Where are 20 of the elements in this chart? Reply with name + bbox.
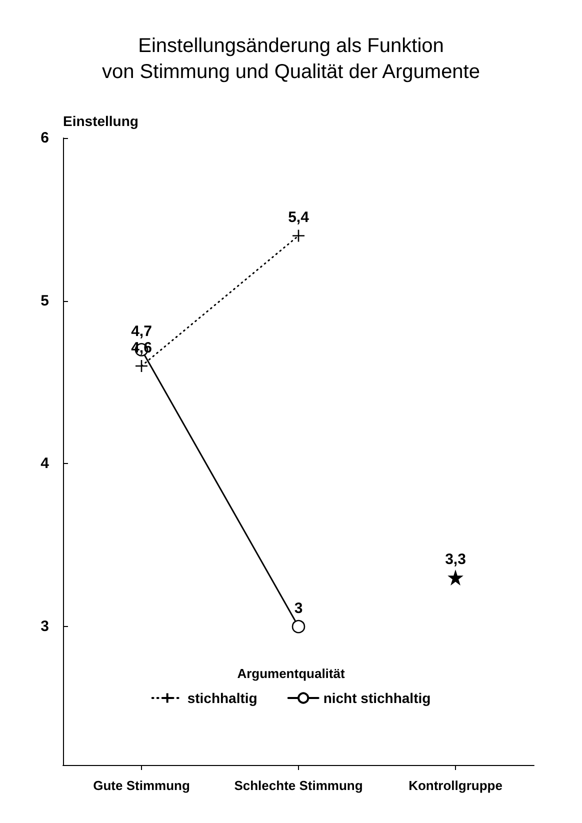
x-tick-label: Gute Stimmung (93, 778, 190, 793)
point (292, 620, 306, 634)
point (292, 229, 306, 242)
y-tick-label: 5 (40, 292, 49, 310)
data-label: 5,4 (288, 209, 310, 226)
chart-title: Einstellungsänderung als Funktion von Stimmung und Qualität der Argumente (102, 35, 480, 83)
x-tick-label: Kontrollgruppe (408, 778, 502, 793)
y-axis-title: Einstellung (63, 113, 138, 129)
point (134, 359, 148, 373)
legend-title: Argumentqualität (237, 666, 346, 681)
point (448, 571, 462, 584)
y-tick-label: 3 (40, 618, 49, 636)
data-label: 3 (294, 600, 303, 617)
x-tick-label: Schlechte Stimmung (234, 778, 363, 793)
y-tick-label: 4 (40, 455, 50, 472)
legend-label: nicht stichhaltig (323, 690, 431, 706)
data-label: 3,3 (445, 551, 466, 568)
legend-label: stichhaltig (187, 690, 258, 706)
data-label: 4,7 (131, 323, 152, 340)
y-tick-label: 6 (40, 130, 49, 146)
